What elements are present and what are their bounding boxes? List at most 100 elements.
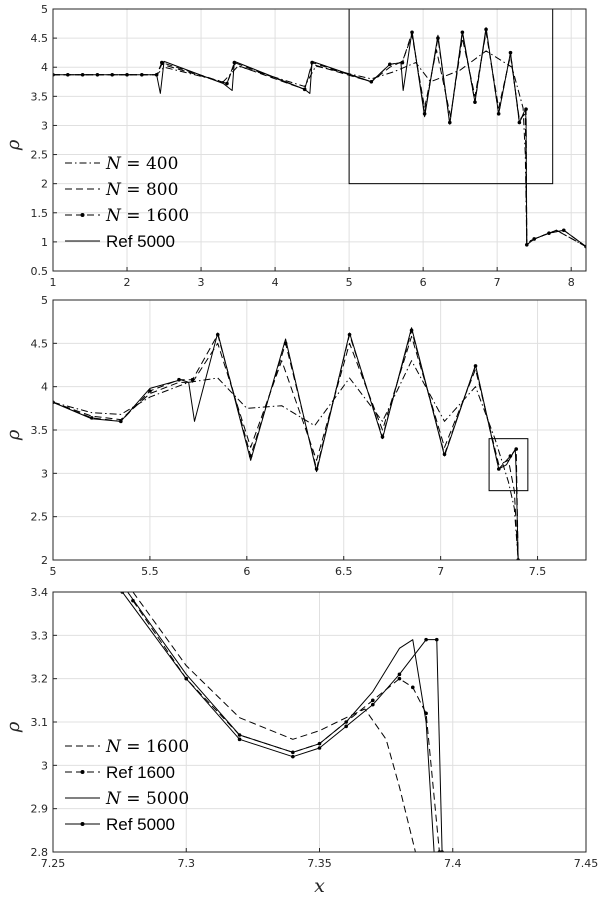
y-tick-label: 2 — [41, 178, 48, 191]
legend-value: 1600 — [146, 737, 189, 757]
y-tick-label: 3.3 — [31, 629, 49, 642]
data-point-marker — [225, 81, 229, 86]
x-tick-label: 2 — [124, 276, 131, 289]
series-line-dashdot — [53, 360, 519, 560]
series-line-solid — [127, 592, 435, 852]
x-tick-label: 6 — [243, 565, 250, 578]
y-tick-label: 2.5 — [31, 149, 49, 162]
legend-prefix: N = — [105, 789, 146, 809]
data-point-marker — [397, 672, 402, 677]
y-tick-label: 1 — [41, 236, 48, 249]
x-tick-label: 7.45 — [574, 857, 599, 870]
series-group — [53, 27, 586, 249]
x-tick-label: 1 — [50, 276, 57, 289]
y-axis-label: ρ — [3, 429, 24, 441]
series-line-dashed — [132, 592, 416, 852]
x-tick-label: 7.5 — [529, 565, 547, 578]
series-line-dashed — [53, 335, 519, 560]
y-tick-label: 5 — [41, 3, 48, 16]
y-tick-label: 3.5 — [31, 90, 49, 103]
x-tick-label: 7.25 — [41, 857, 66, 870]
series-group — [120, 592, 444, 852]
legend-value: Ref 5000 — [106, 815, 175, 834]
legend-prefix: N = — [105, 206, 146, 226]
data-point-marker — [424, 637, 428, 642]
x-tick-label: 7.35 — [307, 857, 332, 870]
legend-entry: Ref 5000 — [106, 815, 175, 834]
x-tick-label: 5.5 — [141, 565, 159, 578]
legend-entry: N = 1600 — [105, 206, 189, 226]
x-tick-label: 6.5 — [335, 565, 353, 578]
legend-entry: N = 5000 — [105, 789, 189, 809]
legend-value: Ref 1600 — [106, 763, 175, 782]
y-tick-label: 4 — [41, 61, 48, 74]
legend-prefix: N = — [105, 737, 146, 757]
y-tick-label: 3.4 — [31, 586, 49, 599]
x-tick-label: 7 — [437, 565, 444, 578]
axes-frame — [52, 591, 587, 853]
legend-entry: Ref 1600 — [106, 763, 175, 782]
y-tick-label: 2.8 — [31, 846, 49, 859]
y-tick-label: 4.5 — [31, 337, 49, 350]
chart-panel-2: 5 5.5 6 6.5 7 7.5 2 2.5 3 3.5 4 4.5 5 ρ — [3, 294, 587, 578]
x-tick-label: 5 — [346, 276, 353, 289]
data-point-marker — [371, 702, 375, 707]
legend: N = 1600 Ref 1600 N = 5000 Ref 5000 — [65, 737, 189, 834]
legend-value: 1600 — [146, 206, 189, 226]
legend-entry: N = 400 — [105, 154, 178, 174]
series-group — [53, 327, 520, 560]
series-line-solid — [53, 327, 519, 560]
y-tick-label: 3 — [41, 467, 48, 480]
y-tick-label: 2.9 — [31, 803, 49, 816]
data-point-marker — [371, 698, 375, 703]
axes-frame — [52, 299, 587, 561]
legend-marker — [80, 770, 85, 774]
series-line-solid — [53, 27, 586, 247]
x-tick-label: 7 — [494, 276, 501, 289]
legend-value: Ref 5000 — [106, 232, 175, 251]
data-point-marker — [160, 60, 164, 65]
x-tick-label: 7.4 — [444, 857, 462, 870]
chart-panel-3: 7.25 7.3 7.35 7.4 7.45 2.8 2.9 3 3.1 3.2 3.3 3.4 ρ x N… — [3, 586, 598, 897]
x-tick-label: 8 — [568, 276, 575, 289]
y-tick-label: 3.5 — [31, 424, 49, 437]
y-tick-label: 3.1 — [31, 716, 49, 729]
legend-prefix: N = — [105, 154, 146, 174]
x-tick-label: 6 — [420, 276, 427, 289]
y-axis-label: ρ — [3, 139, 24, 151]
legend-value: 5000 — [146, 789, 189, 809]
data-point-marker — [434, 637, 439, 642]
legend-value: 800 — [146, 180, 178, 200]
legend-entry: N = 800 — [105, 180, 178, 200]
y-tick-label: 5 — [41, 294, 48, 307]
x-tick-label: 7.3 — [178, 857, 196, 870]
legend-prefix: N = — [105, 180, 146, 200]
x-tick-label: 3 — [198, 276, 205, 289]
data-point-marker — [291, 754, 295, 759]
data-point-marker — [184, 676, 189, 681]
y-tick-label: 3 — [41, 119, 48, 132]
data-point-marker — [410, 685, 415, 690]
y-tick-label: 3 — [41, 759, 48, 772]
x-axis-label: x — [314, 875, 325, 897]
data-point-marker — [397, 676, 402, 681]
legend-marker — [80, 213, 85, 217]
y-tick-label: 3.2 — [31, 673, 49, 686]
x-tick-label: 5 — [50, 565, 57, 578]
legend-value: 400 — [146, 154, 178, 174]
y-tick-label: 1.5 — [31, 207, 49, 220]
data-point-marker — [190, 377, 195, 382]
y-axis-label: ρ — [3, 721, 24, 733]
y-tick-label: 2.5 — [31, 511, 49, 524]
y-tick-label: 2 — [41, 554, 48, 567]
data-point-marker — [237, 737, 242, 742]
legend-entry: Ref 5000 — [106, 232, 175, 251]
y-tick-label: 0.5 — [31, 265, 49, 278]
data-point-marker — [400, 60, 405, 65]
x-tick-label: 4 — [272, 276, 279, 289]
data-point-marker — [344, 724, 348, 729]
y-tick-label: 4 — [41, 381, 48, 394]
